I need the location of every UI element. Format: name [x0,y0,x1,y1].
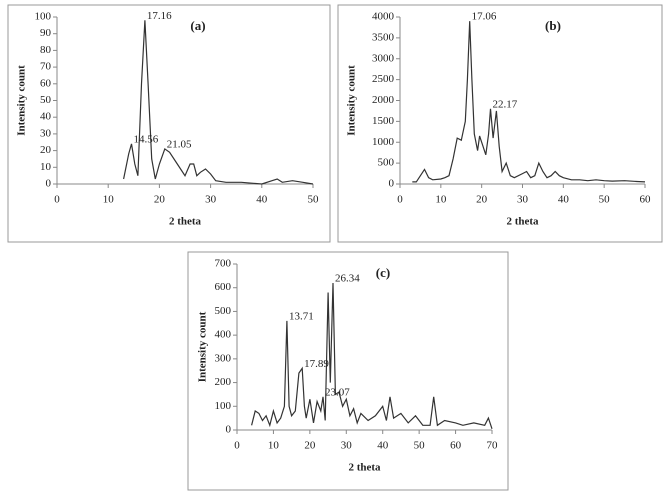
panel-frame [337,4,663,243]
y-tick-label: 100 [215,400,232,412]
y-tick-label: 0 [389,178,395,190]
y-tick-label: 80 [40,44,52,56]
peak-label: 22.17 [493,98,518,110]
x-tick-label: 50 [599,194,611,206]
x-tick-label: 30 [517,194,529,206]
y-tick-label: 30 [40,127,52,139]
y-tick-label: 2500 [372,73,395,85]
x-tick-label: 0 [234,440,240,452]
x-tick-label: 40 [377,440,389,452]
y-tick-label: 90 [40,27,52,39]
y-tick-label: 60 [40,77,52,89]
y-tick-label: 4000 [372,11,395,23]
y-tick-label: 3000 [372,52,395,64]
data-line [251,282,493,429]
x-tick-label: 0 [397,194,403,206]
panel-title: (c) [376,265,390,280]
x-tick-label: 60 [640,194,652,206]
y-tick-label: 300 [215,352,232,364]
y-tick-label: 40 [40,111,52,123]
x-tick-label: 20 [304,440,316,452]
y-tick-label: 2000 [372,94,395,106]
x-tick-label: 40 [256,194,268,206]
x-axis-label: 2 theta [506,216,539,228]
y-tick-label: 3500 [372,31,395,43]
peak-label: 21.05 [167,138,192,150]
x-axis-label: 2 theta [348,462,381,474]
x-tick-label: 30 [341,440,353,452]
x-axis-label: 2 theta [169,216,202,228]
y-tick-label: 100 [35,11,52,23]
y-axis-label: Intensity count [197,311,209,382]
y-tick-label: 1000 [372,136,395,148]
panel-frame [7,4,331,243]
x-tick-label: 10 [268,440,280,452]
x-tick-label: 20 [476,194,488,206]
y-tick-label: 600 [215,281,232,293]
y-tick-label: 0 [226,424,232,436]
data-line [412,21,646,183]
y-tick-label: 400 [215,329,232,341]
x-tick-label: 30 [205,194,217,206]
y-tick-label: 200 [215,376,232,388]
x-tick-label: 50 [414,440,426,452]
peak-label: 17.06 [472,11,497,23]
y-tick-label: 20 [40,144,52,156]
x-tick-label: 10 [435,194,447,206]
y-tick-label: 700 [215,258,232,270]
y-axis-label: Intensity count [16,65,28,136]
y-axis-label: Intensity count [346,65,358,136]
x-tick-label: 60 [450,440,462,452]
peak-label: 13.71 [289,310,314,322]
y-tick-label: 70 [40,61,52,73]
peak-label: 14.56 [134,133,159,145]
x-tick-label: 50 [308,194,320,206]
panel-title: (b) [545,18,561,33]
peak-label: 17.16 [147,10,172,22]
peak-label: 26.34 [335,273,360,285]
x-tick-label: 0 [54,194,60,206]
y-tick-label: 1500 [372,115,395,127]
peak-label: 23.07 [325,386,350,398]
x-tick-label: 20 [154,194,166,206]
peak-label: 17.89 [304,358,329,370]
panel-frame [187,251,509,491]
x-tick-label: 40 [558,194,570,206]
data-line [123,20,314,185]
y-tick-label: 500 [215,305,232,317]
x-tick-label: 70 [487,440,499,452]
y-tick-label: 50 [40,94,52,106]
y-tick-label: 0 [46,178,52,190]
y-tick-label: 10 [40,161,52,173]
panel-title: (a) [190,18,205,33]
x-tick-label: 10 [103,194,115,206]
y-tick-label: 500 [378,157,395,169]
